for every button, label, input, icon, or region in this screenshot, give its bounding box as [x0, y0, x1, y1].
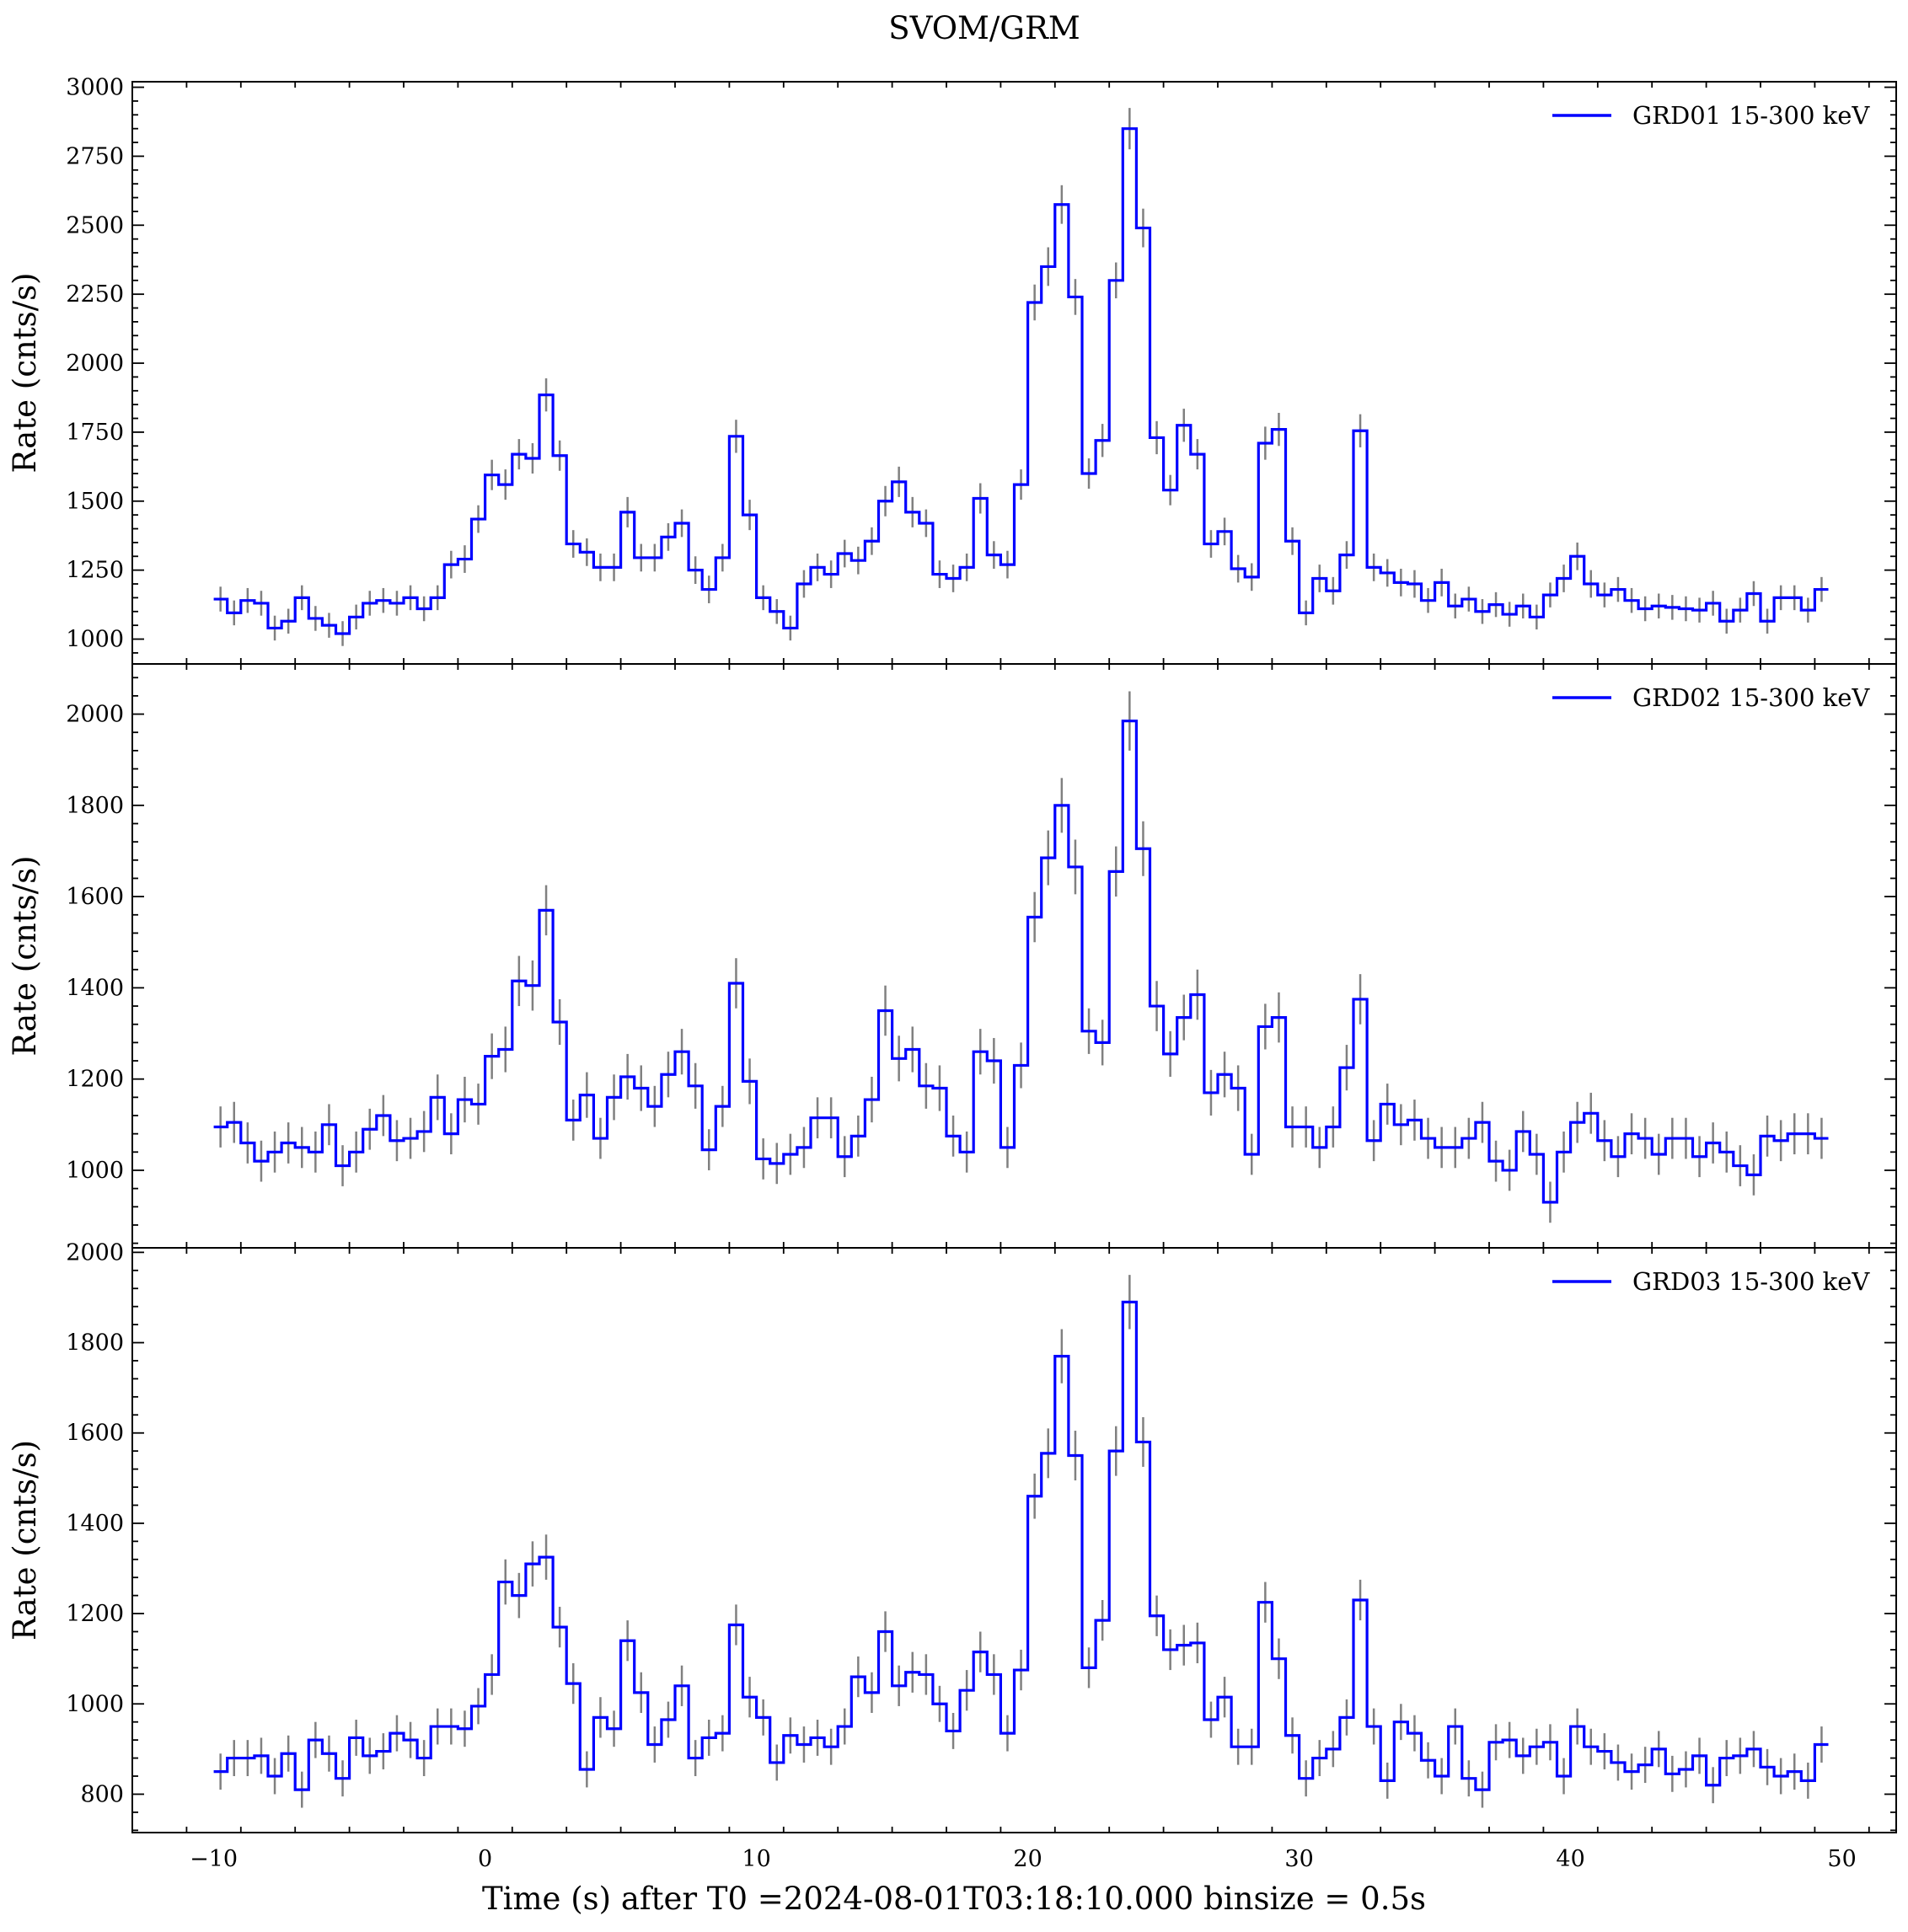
panel-1: 1000 1250 1500 1750 2000 2250 2500 2750 3000 Rate… — [7, 75, 1897, 665]
y-tick-label: 1750 — [66, 420, 124, 446]
legend-label: GRD02 15-300 keV — [1632, 683, 1870, 712]
y-tick-label: 2250 — [66, 281, 124, 308]
legend-label: GRD03 15-300 keV — [1632, 1267, 1870, 1296]
y-tick-label: 2750 — [66, 143, 124, 169]
error-bars — [219, 108, 1823, 646]
y-tick-label: 1000 — [66, 1158, 124, 1184]
y-tick-label: 800 — [80, 1781, 124, 1807]
y-tick-label: 1250 — [66, 558, 124, 584]
y-tick-label: 1400 — [66, 1511, 124, 1537]
y-tick-label: 1600 — [66, 884, 124, 910]
y-tick-label: 2000 — [66, 1239, 124, 1266]
y-tick-label: 1800 — [66, 793, 124, 819]
panel-3: 800 1000 1200 1400 1600 1800 2000 Rate (cnts/s)… — [7, 1239, 1897, 1833]
y-tick-label: 1800 — [66, 1330, 124, 1357]
rate-step-line — [213, 720, 1829, 1204]
x-tick-label: 30 — [1284, 1846, 1313, 1872]
panel-2: 1000 1200 1400 1600 1800 2000 Rate (cnts/s) GRD… — [7, 663, 1897, 1249]
axes-frame — [131, 81, 1897, 665]
y-axis-label: Rate (cnts/s) — [7, 1440, 43, 1640]
y-tick-label: 1500 — [66, 489, 124, 515]
y-tick-label: 1200 — [66, 1601, 124, 1627]
y-tick-label: 1400 — [66, 975, 124, 1001]
legend-label: GRD01 15-300 keV — [1632, 101, 1870, 130]
y-tick-label: 2000 — [66, 351, 124, 377]
y-axis-label: Rate (cnts/s) — [7, 272, 43, 473]
x-axis-label: Time (s) after T0 =2024-08-01T03:18:10.0… — [482, 1881, 1426, 1917]
error-bars — [219, 691, 1823, 1223]
x-tick-label: −10 — [190, 1846, 238, 1872]
y-tick-label: 1600 — [66, 1421, 124, 1447]
y-axis-label: Rate (cnts/s) — [7, 855, 43, 1056]
y-tick-label: 2000 — [66, 702, 124, 728]
x-tick-label: 20 — [1013, 1846, 1042, 1872]
x-tick-label: 0 — [478, 1846, 492, 1872]
x-tick-label: 10 — [742, 1846, 770, 1872]
axes-frame — [131, 1247, 1897, 1833]
x-tick-label: 50 — [1827, 1846, 1856, 1872]
y-tick-label: 1000 — [66, 1691, 124, 1717]
rate-step-line — [213, 1300, 1829, 1791]
rate-step-line — [213, 127, 1829, 635]
y-tick-label: 3000 — [66, 75, 124, 101]
y-tick-label: 1200 — [66, 1067, 124, 1093]
panels: 1000 1250 1500 1750 2000 2250 2500 2750 3000 Rate… — [7, 75, 1897, 1872]
y-tick-label: 1000 — [66, 627, 124, 653]
y-tick-label: 2500 — [66, 212, 124, 238]
x-tick-label: 40 — [1556, 1846, 1584, 1872]
figure-title: SVOM/GRM — [888, 10, 1080, 46]
